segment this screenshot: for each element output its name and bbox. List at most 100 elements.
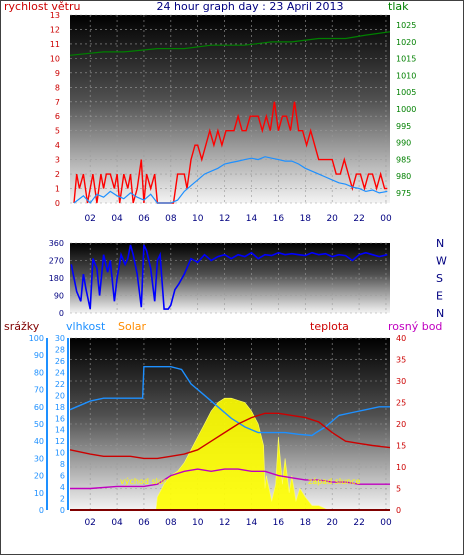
temperature-x-tick-label: 10: [192, 518, 204, 528]
wind-series-line-2: [69, 31, 391, 56]
temperature-tick-label: 15: [396, 442, 406, 451]
wind-speed-tick-label: 11: [50, 40, 60, 49]
humidity-tick-label: 6: [60, 472, 65, 481]
precip-tick-label: 60: [34, 403, 44, 412]
pressure-tick-label: 980: [396, 172, 411, 181]
pressure-tick-label: 975: [396, 189, 411, 198]
wind-speed-tick-label: 5: [55, 127, 60, 136]
wind-x-ticks: 02 04 06 08 10 12 14 16 18 20 22 00: [84, 214, 392, 224]
wind-speed-tick-label: 6: [55, 112, 60, 121]
direction-tick-label: 360: [49, 239, 64, 248]
temperature-tick-label: 25: [396, 399, 406, 408]
humidity-tick-label: 20: [55, 391, 65, 400]
pressure-tick-label: 995: [396, 122, 411, 131]
sunset-annotation: západ slunce: [308, 477, 361, 486]
direction-compass-label: N: [436, 237, 444, 250]
direction-tick-label: 270: [49, 257, 64, 266]
wind-x-tick-label: 14: [246, 214, 258, 224]
precip-tick-label: 40: [34, 437, 44, 446]
pressure-tick-label: 1000: [396, 105, 416, 114]
direction-compass-label: W: [436, 255, 447, 268]
precip-tick-label: 90: [34, 351, 44, 360]
temperature-x-tick-label: 06: [138, 518, 150, 528]
direction-compass-label: E: [436, 290, 443, 303]
temperature-series: [69, 366, 391, 511]
direction-compass-label: S: [436, 272, 443, 285]
temperature-tick-label: 0: [396, 506, 401, 515]
direction-degree-ticks: 0 90 180 270 360: [49, 239, 64, 318]
humidity-tick-label: 8: [60, 460, 65, 469]
wind-speed-tick-label: 8: [55, 83, 60, 92]
direction-tick-label: 90: [54, 292, 64, 301]
wind-speed-tick-label: 7: [55, 98, 60, 107]
direction-tick-label: 180: [49, 274, 64, 283]
temperature-x-tick-label: 16: [273, 518, 285, 528]
temperature-series-labels: srážky vlhkost Solar teplota rosný bod: [4, 320, 442, 333]
series-label: teplota: [310, 320, 349, 333]
wind-series-line-0: [73, 101, 388, 204]
temperature-x-tick-label: 08: [165, 518, 177, 528]
precip-tick-label: 80: [34, 368, 44, 377]
wind-grid: [70, 14, 390, 204]
pressure-tick-label: 990: [396, 139, 411, 148]
sunrise-annotation: východ slun: [120, 477, 168, 486]
wind-speed-tick-label: 10: [50, 54, 60, 63]
series-line-2: [70, 468, 390, 490]
series-label: vlhkost: [66, 320, 106, 333]
direction-series-line: [70, 244, 388, 310]
temperature-x-ticks: 02 04 06 08 10 12 14 16 18 20 22 00: [84, 518, 392, 528]
pressure-tick-label: 1010: [396, 71, 416, 80]
humidity-tick-label: 30: [55, 334, 65, 343]
direction-series: [70, 244, 388, 310]
wind-x-tick-label: 20: [326, 214, 338, 224]
precip-tick-label: 30: [34, 454, 44, 463]
humidity-tick-label: 28: [55, 345, 65, 354]
temperature-tick-label: 10: [396, 463, 406, 472]
humidity-tick-label: 12: [55, 437, 65, 446]
humidity-tick-label: 24: [55, 368, 65, 377]
wind-x-tick-label: 00: [380, 214, 392, 224]
precip-tick-label: 20: [34, 472, 44, 481]
precip-tick-label: 50: [34, 420, 44, 429]
temperature-x-tick-label: 12: [219, 518, 230, 528]
wind-speed-tick-label: 2: [55, 170, 60, 179]
pressure-tick-label: 1005: [396, 88, 416, 97]
pressure-tick-label: 985: [396, 155, 411, 164]
humidity-tick-label: 16: [55, 414, 65, 423]
precip-tick-label: 10: [34, 489, 44, 498]
wind-speed-tick-label: 3: [55, 156, 60, 165]
solar-area: [155, 397, 329, 511]
wind-x-tick-label: 08: [165, 214, 177, 224]
chart-title: 24 hour graph day : 23 April 2013: [157, 0, 344, 13]
wind-x-tick-label: 02: [84, 214, 95, 224]
direction-compass-label: N: [436, 307, 444, 320]
pressure-ticks: 975 980 985 990 995 1000 1005 1010 1015 1020 1025: [396, 21, 416, 198]
wind-plot-bg: [70, 15, 390, 203]
humidity-tick-label: 18: [55, 403, 65, 412]
temperature-x-tick-label: 02: [84, 518, 95, 528]
temperature-x-tick-label: 04: [111, 518, 123, 528]
series-line-1: [69, 412, 391, 460]
pressure-tick-label: 1020: [396, 38, 416, 47]
direction-tick-label: 0: [59, 309, 64, 318]
wind-x-tick-label: 12: [219, 214, 230, 224]
temperature-x-tick-label: 20: [326, 518, 338, 528]
temperature-tick-label: 20: [396, 420, 406, 429]
humidity-tick-label: 4: [60, 483, 65, 492]
temperature-x-tick-label: 18: [300, 518, 312, 528]
humidity-tick-label: 26: [55, 357, 65, 366]
wind-x-tick-label: 18: [300, 214, 312, 224]
precip-tick-label: 70: [34, 386, 44, 395]
wind-speed-tick-label: 4: [55, 141, 60, 150]
precip-tick-label: 100: [29, 334, 44, 343]
temperature-x-tick-label: 00: [380, 518, 392, 528]
wind-speed-tick-label: 0: [55, 199, 60, 208]
temperature-ticks: 0 5 10 15 20 25 30 35 40: [396, 334, 406, 515]
wind-speed-tick-label: 13: [50, 11, 60, 20]
wind-x-tick-label: 04: [111, 214, 123, 224]
humidity-tick-label: 0: [60, 506, 65, 515]
series-label: Solar: [118, 320, 147, 333]
